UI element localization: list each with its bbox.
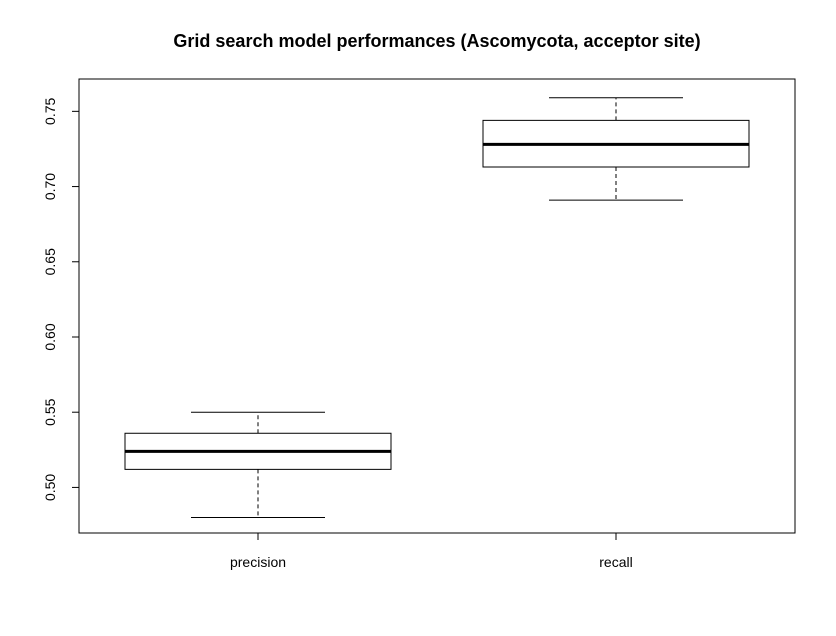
x-tick-label-precision: precision: [230, 554, 286, 570]
chart-title: Grid search model performances (Ascomyco…: [173, 31, 700, 51]
boxes: [124, 97, 750, 519]
y-tick-label: 0.65: [42, 248, 58, 275]
y-tick-label: 0.75: [42, 98, 58, 125]
box-recall: [482, 97, 750, 201]
y-tick-label: 0.55: [42, 398, 58, 425]
y-axis: 0.50 0.55 0.60 0.65 0.70 0.75: [42, 98, 80, 501]
box-precision: [124, 411, 392, 519]
y-tick-label: 0.50: [42, 474, 58, 501]
x-axis: precision recall: [230, 533, 633, 570]
x-tick-label-recall: recall: [599, 554, 632, 570]
y-tick-label: 0.70: [42, 173, 58, 200]
y-tick-label: 0.60: [42, 323, 58, 350]
